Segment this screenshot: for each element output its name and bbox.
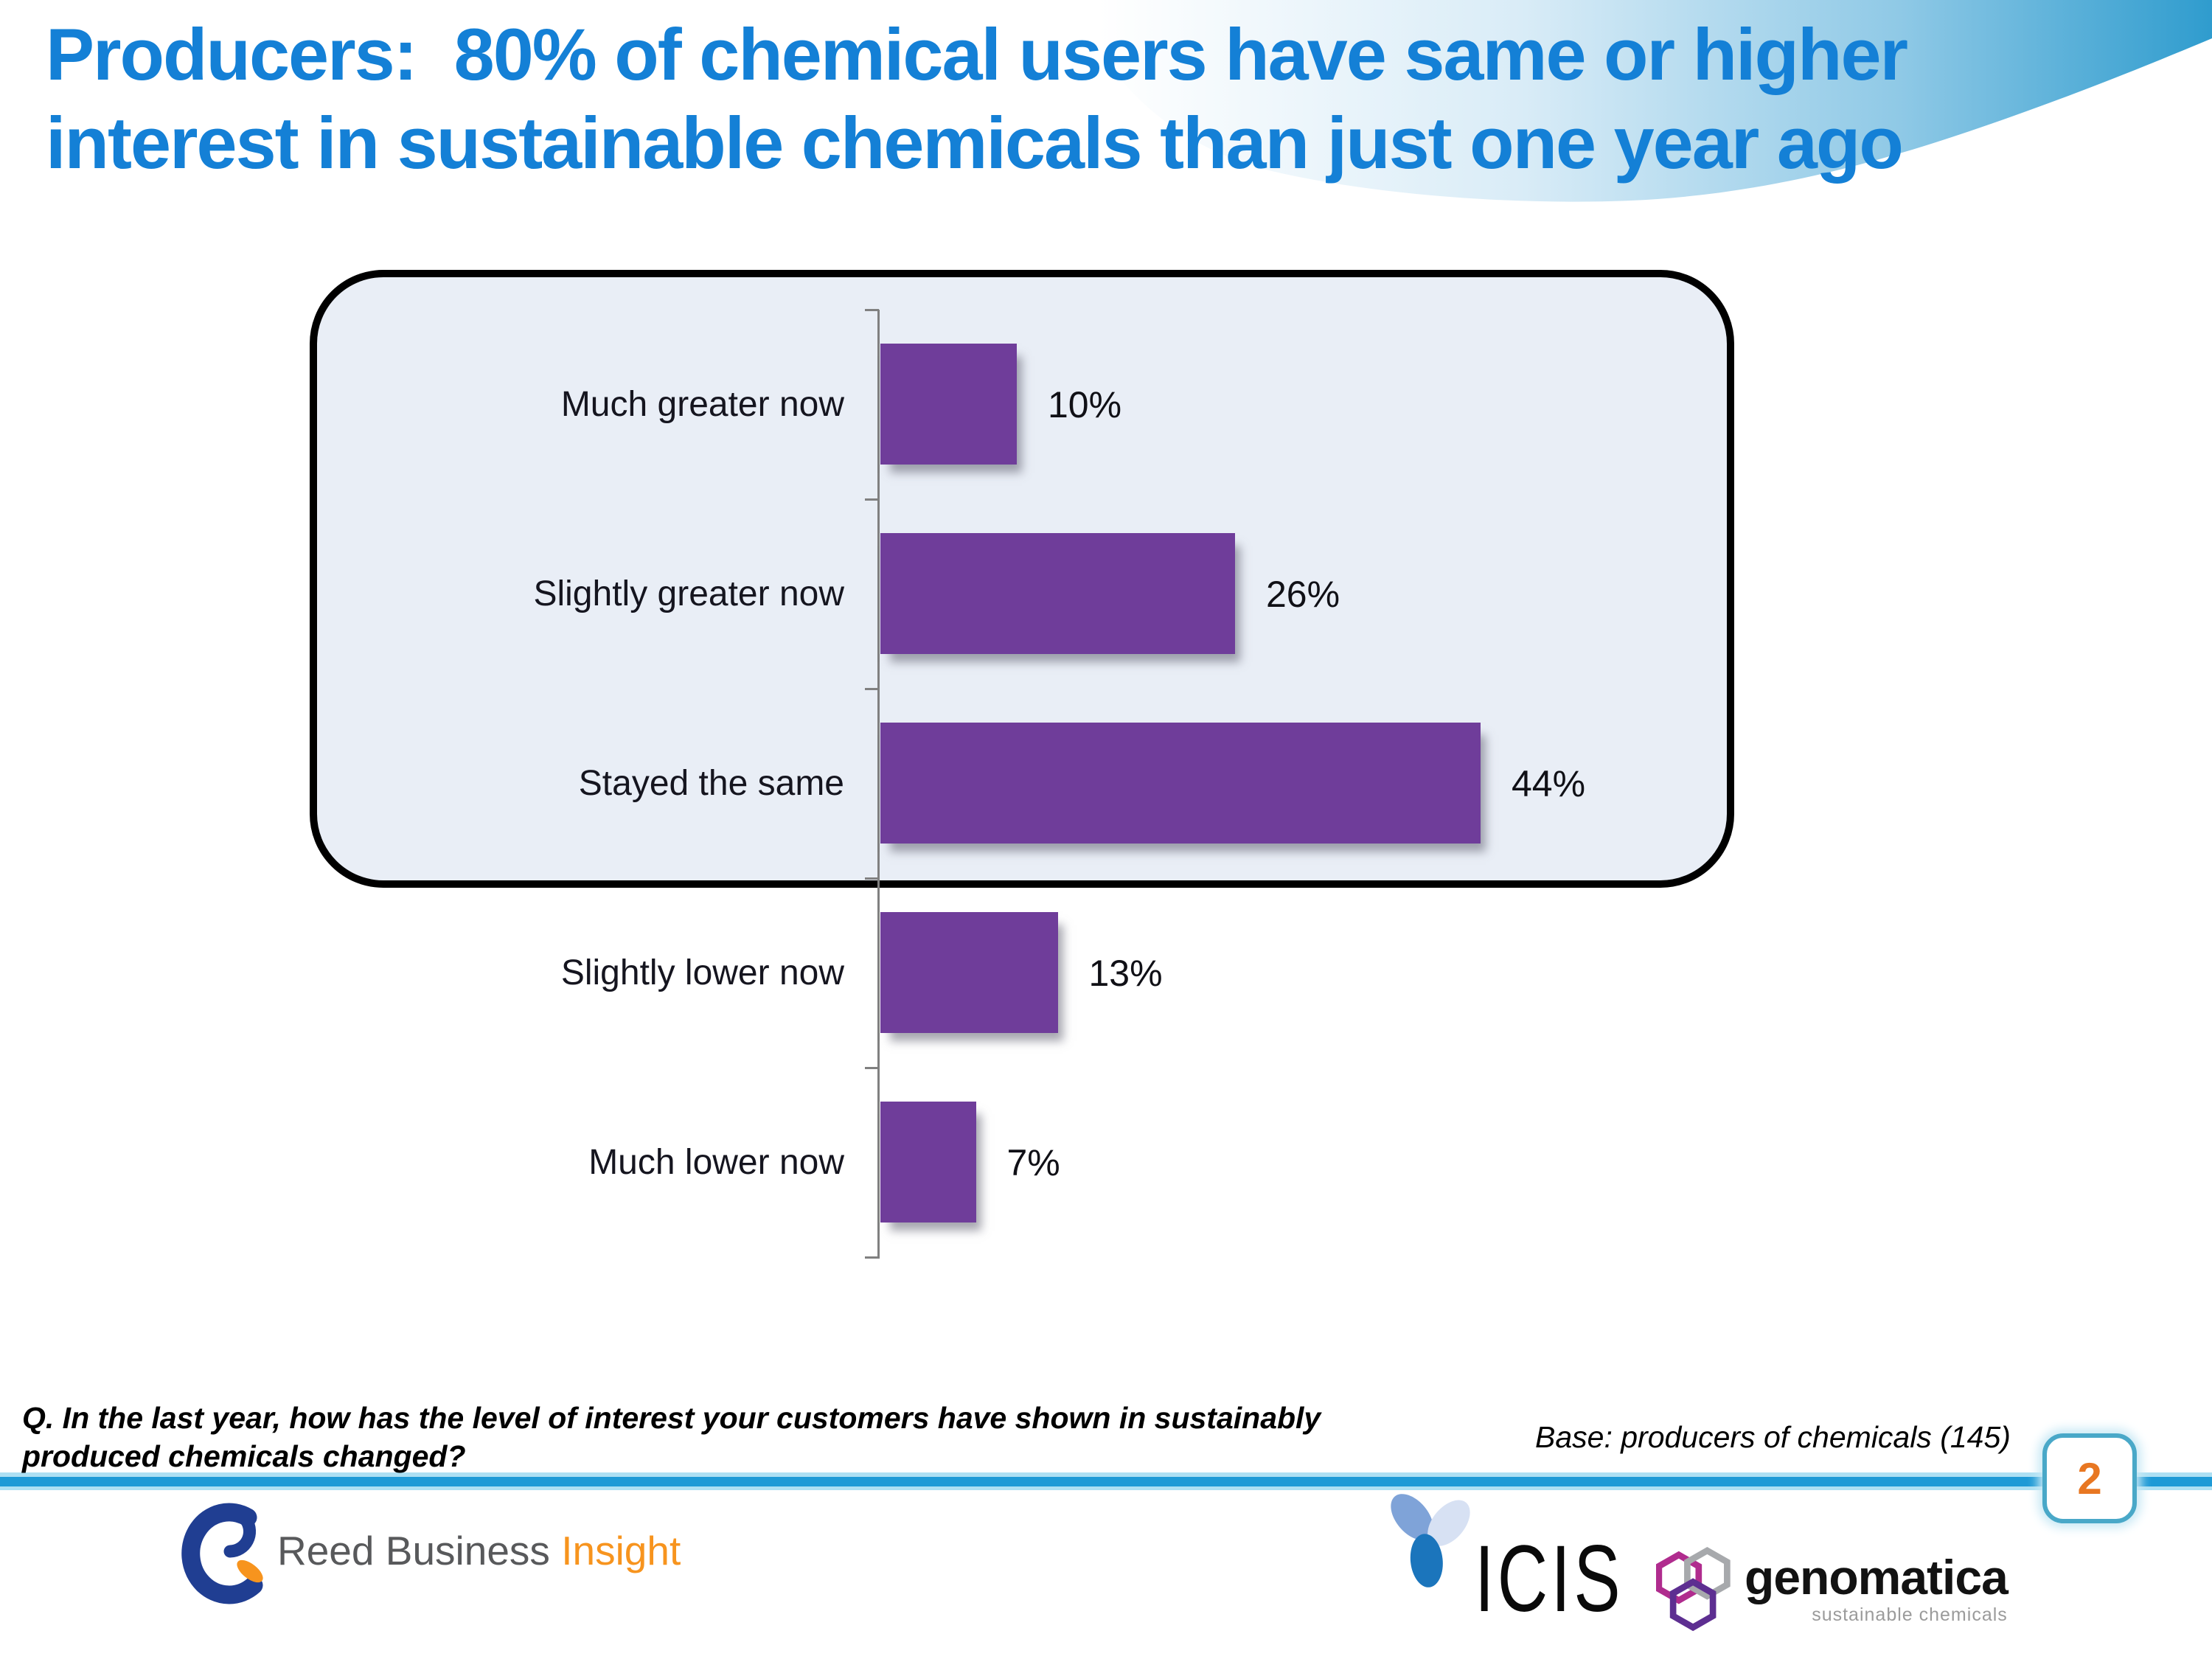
value-label: 13% (1088, 952, 1163, 994)
axis-tick (865, 498, 879, 501)
divider-line (0, 1472, 2212, 1490)
icis-logo: ICIS (1383, 1489, 1676, 1633)
chart-row: Slightly greater now 26% (0, 499, 2212, 689)
value-label: 44% (1512, 762, 1586, 804)
value-label: 26% (1266, 573, 1340, 615)
bar (880, 1102, 976, 1222)
chart-row: Much lower now 7% (0, 1068, 2212, 1257)
page-title-line1: Producers: 80% of chemical users have sa… (46, 13, 1908, 95)
bar (880, 723, 1481, 844)
base-note: Base: producers of chemicals (145) (1535, 1420, 2011, 1454)
page-number-box: 2 (2042, 1433, 2137, 1523)
axis-tick (865, 877, 879, 880)
axis-tick (865, 1067, 879, 1069)
genomatica-hexagons-icon (1656, 1547, 1731, 1632)
chart-row: Slightly lower now 13% (0, 878, 2212, 1068)
value-label: 7% (1006, 1141, 1060, 1183)
reed-logo-text: Reed Business Insight (277, 1527, 681, 1574)
chart-row: Much greater now 10% (0, 310, 2212, 499)
category-label: Much greater now (560, 385, 844, 424)
swoosh-decoration-icon (1098, 0, 2212, 202)
bar (880, 533, 1235, 654)
page-title-line2: interest in sustainable chemicals than j… (46, 101, 1904, 184)
category-label: Slightly lower now (560, 953, 844, 992)
reed-logo-text-accent: Insight (561, 1528, 681, 1573)
category-label: Slightly greater now (533, 574, 844, 613)
value-label: 10% (1048, 383, 1122, 425)
question-text: Q. In the last year, how has the level o… (22, 1401, 1321, 1473)
icis-petals-icon (1391, 1494, 1470, 1587)
category-label: Much lower now (588, 1143, 844, 1182)
axis-tick (865, 1256, 879, 1259)
icis-logo-text: ICIS (1475, 1526, 1624, 1632)
genomatica-logo-text: genomatica (1745, 1550, 2008, 1604)
axis-tick (865, 688, 879, 690)
bar (880, 344, 1017, 465)
reed-logo-text-main: Reed Business (277, 1528, 562, 1573)
axis-line (877, 310, 880, 1259)
genomatica-text-block: genomatica sustainable chemicals (1745, 1553, 2008, 1626)
reed-business-insight-logo: Reed Business Insight (161, 1495, 681, 1606)
genomatica-tagline: sustainable chemicals (1812, 1604, 2008, 1625)
category-label: Stayed the same (578, 764, 844, 803)
page-number: 2 (2077, 1453, 2102, 1503)
chart-row: Stayed the same 44% (0, 689, 2212, 878)
axis-tick (865, 309, 879, 311)
page-title: Producers: 80% of chemical users have sa… (46, 10, 1908, 187)
bar (880, 912, 1058, 1033)
genomatica-logo: genomatica sustainable chemicals (1656, 1543, 2008, 1637)
reed-mark-icon (181, 1503, 263, 1604)
